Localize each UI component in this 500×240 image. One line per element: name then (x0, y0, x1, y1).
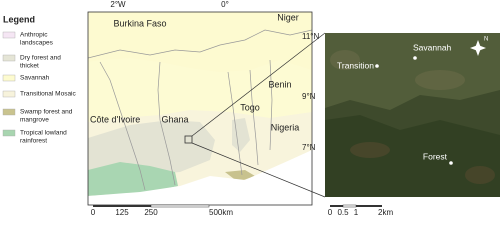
country-label: Côte d'Ivoire (90, 114, 140, 124)
scale-label: 500km (209, 208, 233, 217)
map-body (88, 12, 312, 205)
rainforest-area (88, 162, 178, 196)
north-arrow (470, 40, 486, 56)
inset-scale-bar (330, 204, 382, 208)
country-label: Burkina Faso (113, 18, 166, 28)
country-label: Togo (240, 102, 260, 112)
legend-swatch (2, 54, 16, 62)
longitude-label: 2°W (110, 0, 126, 9)
country-label: Benin (268, 79, 291, 89)
longitude-label: 0° (221, 0, 229, 9)
legend-title: Legend (3, 14, 35, 24)
study-area-box (184, 135, 193, 144)
zoom-line (191, 142, 326, 198)
inset-labels: Transition Savannah Forest N 0 0.5 1 2km (328, 37, 489, 218)
map-scale-bar (93, 204, 210, 208)
country-label: Niger (277, 12, 299, 22)
site-marker (449, 161, 453, 165)
scale-label: 0.5 (337, 208, 349, 217)
zoom-line (191, 32, 326, 137)
legend-label: Savannah (20, 75, 50, 82)
dry-forest-area (232, 118, 250, 152)
legend-label: Tropical lowland (20, 130, 67, 137)
legend-label: Swamp forest and (20, 109, 73, 116)
legend-label: Transitional Mosaic (20, 91, 77, 98)
scale-label: 0 (328, 208, 333, 217)
scale-label: 2km (378, 208, 393, 217)
latitude-label: 11°N (302, 32, 320, 41)
legend-label: thicket (20, 63, 39, 70)
legend-label: landscapes (20, 40, 54, 47)
scale-label: 125 (115, 208, 129, 217)
satellite-image (325, 33, 500, 197)
north-label: N (484, 37, 488, 43)
site-label: Transition (337, 60, 374, 70)
country-label: Nigeria (271, 122, 300, 132)
borders (88, 29, 312, 191)
site-marker (413, 56, 417, 60)
country-label: Ghana (161, 114, 188, 124)
scale-label: 250 (144, 208, 158, 217)
swamp-area (225, 170, 255, 182)
site-marker (375, 64, 379, 68)
scale-label: 1 (354, 208, 359, 217)
legend-label: mangrove (20, 117, 49, 124)
legend-swatch (2, 90, 16, 98)
legend-label: rainforest (20, 138, 47, 145)
sahel-area (88, 12, 312, 72)
site-label: Forest (423, 151, 448, 161)
legend-swatch (2, 31, 16, 39)
latitude-label: 7°N (302, 143, 316, 152)
ocean (88, 150, 312, 205)
site-label: Savannah (413, 42, 452, 52)
legend-label: Anthropic (20, 32, 48, 39)
latitude-label: 9°N (302, 92, 316, 101)
legend-swatch (2, 108, 16, 116)
scale-label: 0 (91, 208, 96, 217)
legend-label: Dry forest and (20, 55, 61, 62)
legend-swatch (2, 74, 16, 82)
map-labels: 2°W 0° 11°N 9°N 7°N Burkina Faso Niger Benin Tog… (90, 0, 320, 217)
legend-swatch (2, 129, 16, 137)
